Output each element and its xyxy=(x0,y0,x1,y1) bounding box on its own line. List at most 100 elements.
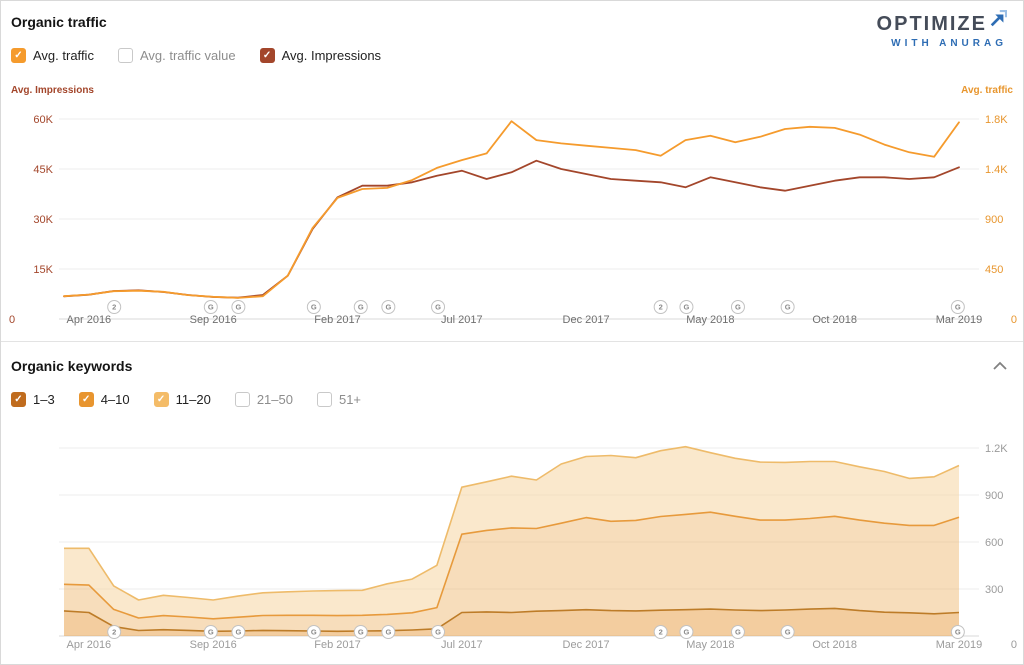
google-update-marker[interactable]: G xyxy=(431,625,446,639)
google-update-marker[interactable]: G xyxy=(780,625,795,639)
area-band-2 xyxy=(64,446,959,619)
x-axis-label: Jul 2017 xyxy=(440,639,483,651)
x-axis-label: May 2018 xyxy=(686,639,735,651)
google-update-marker[interactable]: G xyxy=(780,300,795,314)
section-divider xyxy=(1,341,1023,342)
traffic-left-zero: 0 xyxy=(9,314,16,326)
y-axis-tick: 1.2K xyxy=(985,443,1008,455)
google-update-marker[interactable]: G xyxy=(730,625,745,639)
logo: OPTIMIZE WITH ANURAG xyxy=(876,10,1007,49)
legend-item-pos-21-50[interactable]: 21–50 xyxy=(234,392,293,407)
google-update-marker[interactable]: G xyxy=(353,300,368,314)
y-axis-tick: 1.8K xyxy=(985,114,1008,126)
legend-item-avg-traffic[interactable]: ✓ Avg. traffic xyxy=(11,48,94,63)
x-axis-label: Dec 2017 xyxy=(562,314,610,326)
avg-traffic-checkbox[interactable]: ✓ xyxy=(11,48,26,63)
y-axis-tick: 600 xyxy=(985,537,1003,549)
x-axis-label: Apr 2016 xyxy=(66,639,112,651)
organic-traffic-chart[interactable]: 60K 45K 30K 15K 1.8K 1.4K 900 450 2 G G G G G G 2 G G G G xyxy=(1,101,1024,333)
traffic-x-axis: 0 0 Apr 2016 Sep 2016 Feb 2017 Jul 2017 Dec … xyxy=(1,314,1024,328)
svg-text:G: G xyxy=(735,303,741,312)
right-axis-caption: Avg. traffic xyxy=(961,85,1013,96)
svg-text:G: G xyxy=(955,303,961,312)
x-axis-label: Feb 2017 xyxy=(314,314,361,326)
y-axis-tick: 300 xyxy=(985,584,1003,596)
svg-text:G: G xyxy=(311,628,317,637)
svg-text:G: G xyxy=(435,303,441,312)
svg-text:G: G xyxy=(684,628,690,637)
avg-traffic-value-label[interactable]: Avg. traffic value xyxy=(139,48,236,63)
google-update-marker[interactable]: G xyxy=(203,300,218,314)
y-axis-tick: 30K xyxy=(33,214,53,226)
logo-arrow-icon xyxy=(990,10,1007,27)
traffic-right-zero: 0 xyxy=(1010,314,1017,326)
y-axis-tick: 15K xyxy=(33,264,53,276)
pos-21-50-label[interactable]: 21–50 xyxy=(256,392,293,407)
organic-keywords-chart[interactable]: 1.2K 900 600 300 2 G G G G G G 2 G G G G xyxy=(1,421,1024,653)
svg-text:G: G xyxy=(358,303,364,312)
pos-51plus-label[interactable]: 51+ xyxy=(338,392,362,407)
svg-text:2: 2 xyxy=(112,303,116,312)
y-axis-tick: 900 xyxy=(985,214,1003,226)
organic-traffic-title: Organic traffic xyxy=(11,14,107,30)
pos-1-3-checkbox[interactable]: ✓ xyxy=(11,392,26,407)
x-axis-label: Feb 2017 xyxy=(314,639,361,651)
x-axis-label: Mar 2019 xyxy=(935,639,983,651)
pos-51plus-checkbox[interactable] xyxy=(316,392,332,407)
pos-11-20-checkbox[interactable]: ✓ xyxy=(153,392,169,407)
x-axis-label: Oct 2018 xyxy=(812,639,858,651)
x-axis-label: Apr 2016 xyxy=(66,314,112,326)
logo-subtext: WITH ANURAG xyxy=(891,38,1007,49)
google-update-marker[interactable]: G xyxy=(306,300,321,314)
avg-traffic-label[interactable]: Avg. traffic xyxy=(33,48,94,63)
google-update-marker[interactable]: G xyxy=(231,300,246,314)
pos-1-3-label[interactable]: 1–3 xyxy=(33,392,55,407)
avg-impressions-label[interactable]: Avg. Impressions xyxy=(281,48,382,63)
google-update-marker[interactable]: G xyxy=(950,300,965,314)
logo-text: OPTIMIZE xyxy=(876,13,987,35)
google-update-marker[interactable]: G xyxy=(353,625,368,639)
pos-4-10-label[interactable]: 4–10 xyxy=(100,392,130,407)
google-update-marker[interactable]: G xyxy=(950,625,965,639)
google-update-marker[interactable]: 2 xyxy=(653,625,668,639)
google-update-marker[interactable]: G xyxy=(679,625,694,639)
pos-21-50-checkbox[interactable] xyxy=(234,392,250,407)
legend-item-pos-4-10[interactable]: ✓ 4–10 xyxy=(78,392,130,407)
svg-text:G: G xyxy=(785,303,791,312)
google-update-marker[interactable]: G xyxy=(381,300,396,314)
google-update-marker[interactable]: 2 xyxy=(107,300,122,314)
google-update-marker[interactable]: G xyxy=(679,300,694,314)
google-update-marker[interactable]: G xyxy=(231,625,246,639)
y-axis-tick: 45K xyxy=(33,164,53,176)
svg-text:G: G xyxy=(235,303,241,312)
avg-traffic-value-checkbox[interactable] xyxy=(117,48,133,63)
y-axis-tick: 60K xyxy=(33,114,53,126)
svg-text:G: G xyxy=(235,628,241,637)
collapse-chevron-icon[interactable] xyxy=(993,361,1007,370)
series-line-impressions xyxy=(63,159,960,299)
organic-keywords-title: Organic keywords xyxy=(11,358,133,374)
google-update-marker[interactable]: G xyxy=(381,625,396,639)
google-update-marker[interactable]: G xyxy=(730,300,745,314)
svg-text:G: G xyxy=(208,628,214,637)
google-update-marker[interactable]: 2 xyxy=(107,625,122,639)
legend-item-avg-impressions[interactable]: ✓ Avg. Impressions xyxy=(259,48,382,63)
google-update-marker[interactable]: 2 xyxy=(653,300,668,314)
svg-text:G: G xyxy=(208,303,214,312)
legend-item-avg-traffic-value[interactable]: Avg. traffic value xyxy=(117,48,236,63)
y-axis-tick: 1.4K xyxy=(985,164,1008,176)
svg-text:2: 2 xyxy=(659,303,663,312)
svg-text:G: G xyxy=(435,628,441,637)
avg-impressions-checkbox[interactable]: ✓ xyxy=(259,48,275,63)
google-update-marker[interactable]: G xyxy=(431,300,446,314)
google-update-marker[interactable]: G xyxy=(203,625,218,639)
legend-item-pos-11-20[interactable]: ✓ 11–20 xyxy=(153,392,211,407)
pos-11-20-label[interactable]: 11–20 xyxy=(175,392,211,407)
svg-text:G: G xyxy=(385,628,391,637)
legend-item-pos-1-3[interactable]: ✓ 1–3 xyxy=(11,392,55,407)
pos-4-10-checkbox[interactable]: ✓ xyxy=(78,392,94,407)
google-update-marker[interactable]: G xyxy=(306,625,321,639)
x-axis-label: Jul 2017 xyxy=(440,314,483,326)
legend-item-pos-51plus[interactable]: 51+ xyxy=(316,392,362,407)
y-axis-tick: 450 xyxy=(985,264,1003,276)
